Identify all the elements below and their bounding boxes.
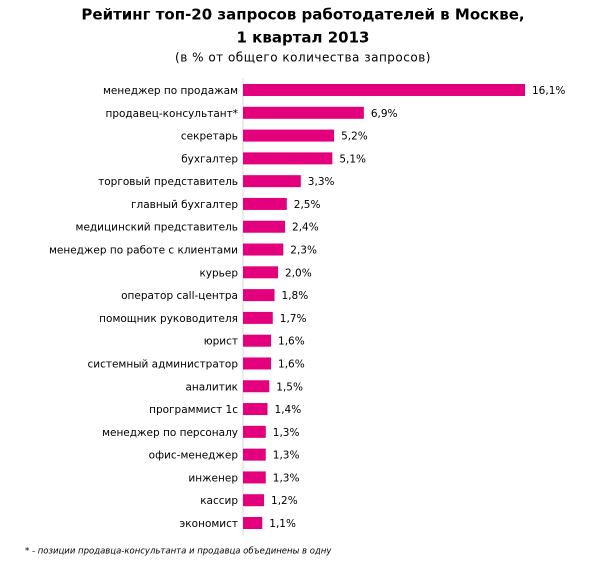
bar: [243, 84, 525, 96]
category-label: офис-менеджер: [149, 450, 239, 462]
bar: [243, 129, 335, 142]
bar: [243, 175, 301, 188]
category-label: секретарь: [181, 131, 238, 143]
bar: [243, 266, 279, 279]
value-label: 1,1%: [269, 518, 296, 530]
chart-subtitle: (в % от общего количества запросов): [175, 51, 431, 65]
category-label: системный администратор: [87, 358, 238, 370]
value-label: 2,3%: [290, 245, 317, 257]
value-label: 1,7%: [280, 313, 307, 325]
value-label: 1,3%: [273, 427, 300, 439]
bar: [243, 494, 265, 507]
bar: [243, 517, 263, 529]
footnote: * - позиции продавца-консультанта и прод…: [25, 547, 332, 557]
value-label: 1,8%: [282, 290, 309, 302]
category-label: главный бухгалтер: [131, 199, 238, 211]
value-label: 3,3%: [308, 176, 335, 188]
category-label: курьер: [199, 267, 238, 279]
bar: [243, 471, 266, 484]
value-label: 5,1%: [339, 153, 366, 165]
bar: [243, 403, 268, 416]
bar: [243, 425, 266, 438]
category-label: программист 1с: [149, 404, 238, 416]
category-label: продавец-консультант*: [105, 108, 238, 120]
category-label: оператор call-центра: [121, 290, 238, 302]
bar: [243, 380, 270, 393]
value-label: 16,1%: [532, 85, 565, 97]
value-label: 2,4%: [292, 222, 319, 234]
bar: [243, 448, 266, 461]
category-label: торговый представитель: [98, 176, 238, 188]
category-label: аналитик: [185, 381, 238, 393]
category-label: помощник руководителя: [99, 313, 238, 325]
value-label: 1,3%: [273, 450, 300, 462]
category-label: медицинский представитель: [76, 222, 238, 234]
category-label: бухгалтер: [181, 153, 238, 165]
bar: [243, 334, 272, 347]
value-label: 1,6%: [278, 336, 305, 348]
bar: [243, 152, 333, 165]
category-label: менеджер по персоналу: [102, 427, 238, 439]
category-label: инженер: [188, 472, 238, 484]
category-label: менеджер по продажам: [103, 85, 238, 97]
bar: [243, 357, 272, 370]
bar: [243, 289, 275, 302]
bar: [243, 197, 287, 210]
bar: [243, 311, 273, 324]
value-label: 1,4%: [275, 404, 302, 416]
value-label: 2,0%: [285, 267, 312, 279]
bar: [243, 220, 286, 233]
category-label: экономист: [180, 518, 238, 530]
category-label: менеджер по работе с клиентами: [49, 245, 238, 257]
value-label: 6,9%: [371, 108, 398, 120]
value-label: 1,5%: [276, 381, 303, 393]
value-label: 2,5%: [294, 199, 321, 211]
chart-title: Рейтинг топ-20 запросов работодателей в …: [81, 6, 524, 24]
value-label: 1,2%: [271, 495, 298, 507]
chart-title: 1 квартал 2013: [237, 29, 370, 47]
category-label: юрист: [204, 336, 238, 348]
bar: [243, 106, 364, 119]
value-label: 1,3%: [273, 472, 300, 484]
value-label: 1,6%: [278, 358, 305, 370]
bar: [243, 243, 284, 256]
value-label: 5,2%: [341, 131, 368, 143]
category-label: кассир: [200, 495, 238, 507]
